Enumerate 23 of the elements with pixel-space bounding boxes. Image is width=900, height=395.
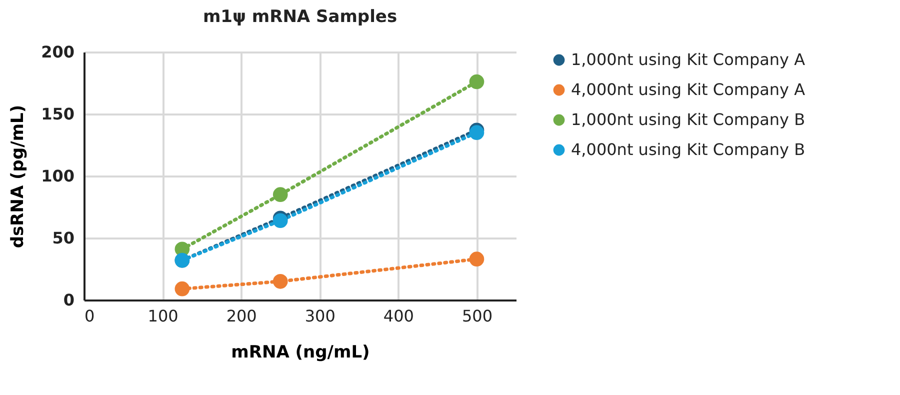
y-axis-title: dsRNA (pg/mL)	[8, 104, 28, 248]
x-tick-label: 400	[383, 306, 414, 326]
chart-title: m1ψ mRNA Samples	[202, 7, 398, 27]
point	[272, 274, 288, 289]
x-tick-label: 500	[462, 306, 492, 326]
legend-label: 1,000nt using Kit Company B	[571, 110, 806, 129]
y-tick-label: 150	[41, 104, 74, 124]
legend-label: 4,000nt using Kit Company B	[571, 140, 806, 159]
x-tick-label: 100	[148, 306, 178, 326]
x-tick-label: 0	[84, 306, 95, 326]
x-tick-label: 300	[304, 306, 336, 326]
legend-label: 4,000nt using Kit Company A	[571, 80, 806, 99]
y-tick-label: 50	[52, 228, 74, 248]
legend-label: 1,000nt using Kit Company A	[571, 50, 806, 69]
point	[272, 187, 288, 202]
x-tick-label: 200	[226, 306, 257, 326]
y-tick-label: 100	[41, 166, 74, 186]
point	[469, 252, 484, 266]
point	[174, 281, 190, 296]
y-tick-label: 0	[63, 290, 74, 310]
y-tick-label: 200	[41, 42, 74, 62]
x-axis-title: mRNA (ng/mL)	[231, 342, 370, 362]
point	[469, 74, 484, 90]
